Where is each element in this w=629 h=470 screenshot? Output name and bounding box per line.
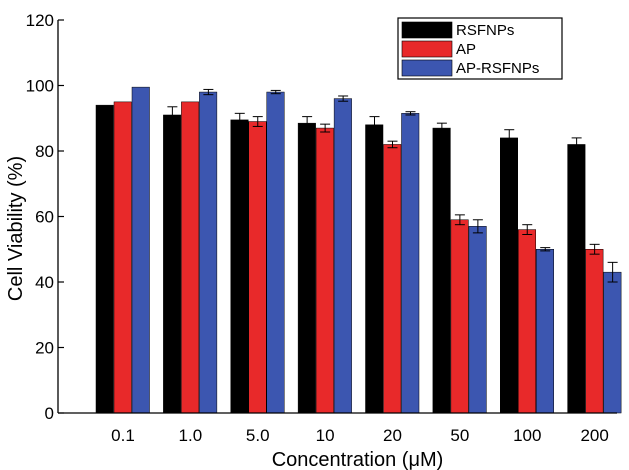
error-bar-rsfnps-50 [436,122,447,134]
bar-ap-20 [383,144,402,414]
legend-swatch-rsfnps [401,21,453,39]
error-bar-ap-100 [522,224,533,236]
x-axis-label: Concentration (μM) [272,449,444,470]
bar-ap-50 [450,219,469,414]
y-axis-ticks: 0 20 40 60 80 100 120 [26,11,64,423]
bar-ap-10 [315,127,334,414]
bar-rsfnps-100 [500,137,518,414]
x-tick-label: 0.1 [111,426,135,445]
bar-rsfnps-20 [365,124,384,414]
bar-ap-100 [518,229,536,414]
bar-ap-1.0 [181,101,200,414]
error-bar-rsfnps-200 [571,137,582,152]
bar-rsfnps-1.0 [163,114,182,414]
error-bar-ap-rsfnps-5.0 [270,89,281,95]
error-bar-ap-rsfnps-1.0 [203,88,214,96]
error-bar-rsfnps-1.0 [167,106,178,124]
bar-rsfnps-0.1 [95,104,114,414]
error-bar-ap-rsfnps-200 [607,261,618,283]
bars [95,86,622,414]
bar-ap-rsfnps-5.0 [266,91,285,414]
bar-ap-rsfnps-0.1 [131,86,150,414]
bar-ap-rsfnps-50 [468,226,487,414]
bar-ap-200 [585,249,604,414]
error-bar-ap-rsfnps-20 [405,111,416,116]
x-tick-label: 50 [450,426,469,445]
bar-rsfnps-5.0 [230,119,249,414]
error-bars [167,88,618,283]
bar-rsfnps-50 [432,127,451,414]
error-bar-ap-10 [320,123,331,133]
bar-ap-rsfnps-100 [536,249,554,414]
error-bar-ap-rsfnps-100 [540,247,551,252]
error-bar-rsfnps-10 [302,116,313,131]
bar-ap-rsfnps-10 [333,98,352,414]
error-bar-ap-200 [589,243,600,255]
error-bar-ap-rsfnps-50 [472,219,483,234]
bar-ap-5.0 [248,121,267,414]
bar-ap-rsfnps-200 [603,271,622,414]
legend-label-rsfnps: RSFNPs [456,22,514,39]
error-bar-rsfnps-100 [504,129,515,147]
y-tick-label: 20 [35,339,54,358]
legend-label-ap-rsfnps: AP-RSFNPs [456,60,539,77]
y-tick-label: 0 [45,404,54,423]
x-tick-label: 200 [580,426,608,445]
y-axis-label: Cell Viability (%) [5,156,27,301]
error-bar-rsfnps-20 [369,116,380,134]
legend-swatch-ap [401,40,453,58]
x-axis-ticks: 0.1 1.0 5.0 10 20 50 100 200 [111,426,609,445]
error-bar-rsfnps-5.0 [234,112,245,127]
x-tick-label: 1.0 [179,426,203,445]
error-bar-ap-rsfnps-10 [338,95,349,102]
bar-rsfnps-200 [567,144,586,414]
error-bar-ap-5.0 [252,116,263,127]
error-bar-ap-50 [454,214,465,226]
bar-ap-rsfnps-1.0 [199,91,218,414]
y-tick-label: 40 [35,273,54,292]
bar-rsfnps-10 [297,122,316,414]
bar-ap-rsfnps-20 [401,113,420,414]
y-tick-label: 80 [35,142,54,161]
legend-label-ap: AP [456,41,476,58]
y-tick-label: 100 [26,77,54,96]
x-tick-label: 5.0 [246,426,270,445]
x-tick-label: 10 [316,426,335,445]
legend-swatch-ap-rsfnps [401,59,453,77]
x-tick-label: 100 [513,426,541,445]
x-tick-label: 20 [383,426,402,445]
y-tick-label: 120 [26,11,54,30]
error-bar-ap-20 [387,140,398,149]
y-tick-label: 60 [35,208,54,227]
legend: RSFNPs AP AP-RSFNPs [397,17,563,80]
bar-ap-0.1 [113,101,132,414]
